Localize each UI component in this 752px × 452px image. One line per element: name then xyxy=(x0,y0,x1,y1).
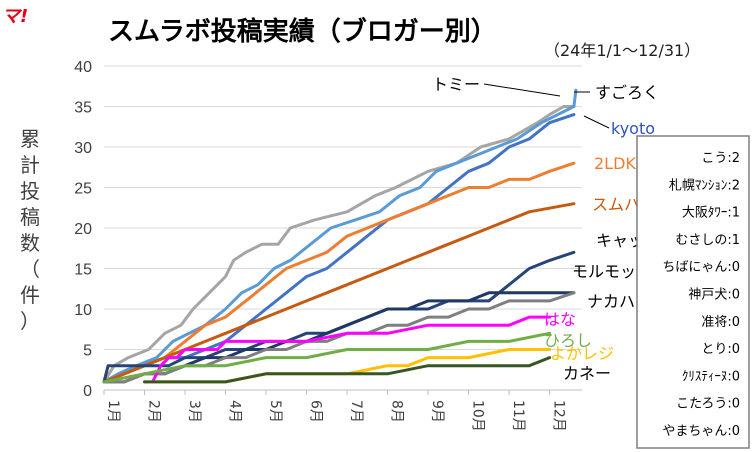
y-label-char: 稿 xyxy=(20,205,40,229)
x-tick-label: 1月 xyxy=(105,400,121,423)
x-tick-label: 10月 xyxy=(470,400,486,432)
y-tick-15: 15 xyxy=(74,262,92,279)
series-label-3: 2LDK xyxy=(594,154,636,173)
series-line-3 xyxy=(102,161,576,384)
series-line-4 xyxy=(102,202,576,384)
legend-box-item: やまちゃん:0 xyxy=(662,424,740,439)
y-tick-35: 35 xyxy=(74,100,92,117)
series-line-9 xyxy=(102,331,552,384)
x-tick-label: 8月 xyxy=(389,400,405,423)
legend-box-item: とり:0 xyxy=(701,342,740,357)
x-tick-label: 6月 xyxy=(308,400,324,423)
legend-box-item: むさしの:1 xyxy=(675,233,740,248)
x-tick-label: 3月 xyxy=(186,400,202,423)
x-tick-label: 7月 xyxy=(348,400,364,423)
y-tick-30: 30 xyxy=(74,140,92,157)
series-label-8: はな xyxy=(544,310,576,329)
x-tick-labels: 1月 2月 3月 4月 5月 6月 7月 8月 9月 10月 11月 12月 xyxy=(103,390,567,432)
y-label-char: 投 xyxy=(20,179,40,203)
legend-box-item: ｸﾘｽﾃｨｰﾇ:0 xyxy=(682,369,740,384)
legend-box-item: 札幌ﾏﾝｼｮﾝ:2 xyxy=(669,177,740,193)
y-tick-20: 20 xyxy=(74,221,92,238)
series-label-6: モルモット xyxy=(572,262,652,281)
series-label-10: よかレジ xyxy=(550,344,614,363)
logo-mark: マ! xyxy=(2,6,28,27)
series-label-7: ナカハラ xyxy=(587,292,651,311)
series-line-8 xyxy=(151,315,552,384)
legend-box-item: 神戸犬:0 xyxy=(688,288,740,303)
series-label-9: ひろし xyxy=(544,331,592,350)
x-tick-label: 5月 xyxy=(267,400,283,423)
y-tick-40: 40 xyxy=(74,59,92,76)
series-line-1 xyxy=(102,88,578,384)
series-label-11: カネー xyxy=(563,364,611,383)
series-label-1: すごろく xyxy=(595,83,659,102)
y-label-char: 件 xyxy=(20,283,40,307)
legend-box: こう:2 札幌ﾏﾝｼｮﾝ:2 大阪ﾀﾜｰ:1 むさしの:1 ちばにゃん:0 神戸犬:0 准将… xyxy=(636,135,750,449)
x-tick-label: 12月 xyxy=(551,400,567,432)
legend-box-item: こう:2 xyxy=(701,151,740,166)
series-label-0: トミー xyxy=(432,75,480,94)
y-tick-25: 25 xyxy=(74,181,92,198)
legend-box-item: 大阪ﾀﾜｰ:1 xyxy=(682,206,740,221)
series-line-5 xyxy=(102,250,576,384)
chart-title: スムラボ投稿実績（ブロガー別） xyxy=(108,16,497,47)
x-tick-label: 11月 xyxy=(510,400,526,432)
y-label-char: 累 xyxy=(20,127,40,151)
y-label-char: ） xyxy=(20,309,40,333)
y-tick-5: 5 xyxy=(83,343,92,360)
series-leader-line xyxy=(583,115,610,129)
x-tick-label: 9月 xyxy=(429,400,445,423)
legend-box-item: こたろう:0 xyxy=(676,397,740,412)
y-tick-10: 10 xyxy=(74,302,92,319)
x-tick-label: 4月 xyxy=(227,400,243,423)
series-line-2 xyxy=(102,113,576,384)
legend-box-item: ちばにゃん:0 xyxy=(662,260,740,275)
y-tick-0: 0 xyxy=(83,383,92,400)
y-label-char: 計 xyxy=(20,153,40,177)
series-line-11 xyxy=(143,356,552,384)
legend-box-frame xyxy=(636,135,750,449)
series-line-0 xyxy=(102,105,576,384)
series-lines xyxy=(102,88,578,384)
y-tick-labels: 0 5 10 15 20 25 30 35 40 xyxy=(74,59,92,400)
y-label-char: 数 xyxy=(20,231,40,255)
chart-subtitle: （24年1/1～12/31） xyxy=(544,41,700,60)
x-tick-label: 2月 xyxy=(146,400,162,423)
legend-box-item: 准将:0 xyxy=(701,315,740,330)
series-leader-line xyxy=(483,83,561,97)
series-label-2: kyoto xyxy=(611,119,655,138)
y-label-char: （ xyxy=(20,257,40,281)
